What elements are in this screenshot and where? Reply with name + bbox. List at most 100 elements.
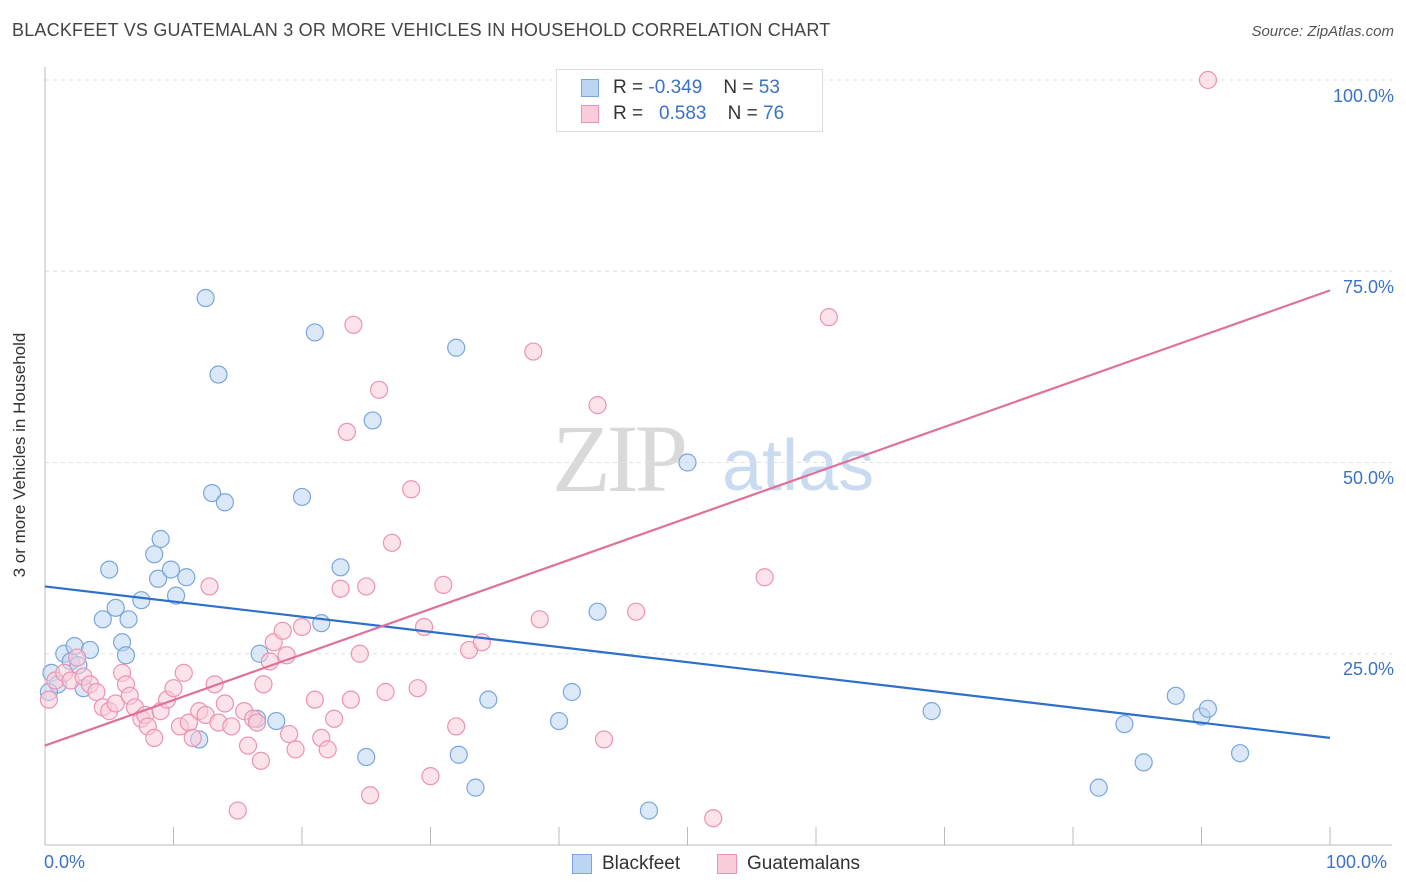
blackfeet-trend-line bbox=[44, 585, 1331, 739]
guatemalans-point bbox=[414, 617, 434, 637]
legend-n-value: 53 bbox=[758, 77, 780, 98]
guatemalans-point bbox=[357, 577, 376, 596]
guatemalans-point bbox=[228, 801, 247, 820]
guatemalans-point bbox=[106, 694, 125, 713]
blackfeet-point bbox=[145, 545, 164, 564]
blackfeet-point bbox=[357, 747, 376, 767]
guatemalans-point bbox=[819, 308, 838, 327]
blackfeet-point bbox=[588, 602, 607, 621]
guatemalans-point bbox=[350, 644, 369, 663]
blackfeet-point bbox=[209, 365, 228, 384]
guatemalans-point bbox=[434, 575, 453, 595]
guatemalans-point bbox=[238, 736, 258, 755]
guatemalans-point bbox=[530, 610, 549, 629]
guatemalans-point bbox=[280, 724, 299, 744]
guatemalans-point bbox=[251, 751, 270, 770]
legend-r-label: R = bbox=[613, 103, 644, 124]
guatemalans-point bbox=[254, 675, 273, 694]
y-axis-label: 3 or more Vehicles in Household bbox=[10, 332, 29, 578]
guatemalans-point bbox=[370, 380, 389, 399]
blackfeet-point bbox=[93, 610, 112, 629]
blackfeet-point bbox=[106, 598, 125, 617]
guatemalans-point bbox=[145, 728, 164, 748]
guatemalans-point bbox=[331, 579, 350, 598]
guatemalans-point bbox=[447, 717, 466, 736]
guatemalans-point bbox=[286, 740, 305, 759]
blackfeet-point bbox=[267, 711, 286, 731]
guatemalans-point bbox=[305, 690, 324, 709]
legend-n-value: 76 bbox=[763, 103, 785, 124]
legend-r-label: R = bbox=[613, 77, 644, 98]
guatemalans-point bbox=[588, 396, 607, 415]
bottom-legend-guatemalans: Guatemalans bbox=[717, 852, 860, 876]
blackfeet-point bbox=[116, 646, 136, 665]
guatemalans-point bbox=[215, 694, 234, 713]
y-tick-25: 25.0% bbox=[1342, 659, 1394, 679]
blackfeet-point bbox=[177, 568, 196, 587]
blackfeet-point bbox=[1166, 686, 1185, 705]
x-tick-0: 0.0% bbox=[44, 852, 86, 872]
blackfeet-point bbox=[549, 711, 569, 731]
blackfeet-point bbox=[151, 529, 170, 549]
y-tick-50: 50.0% bbox=[1342, 468, 1394, 488]
blackfeet-point bbox=[639, 801, 659, 820]
blackfeet-point bbox=[166, 586, 186, 605]
guatemalans-point bbox=[247, 713, 267, 732]
guatemalans-point bbox=[260, 652, 279, 671]
guatemalans-point bbox=[626, 602, 646, 621]
legend-row-blackfeet: R = -0.349 N = 53 bbox=[581, 76, 780, 100]
source-label: Source: ZipAtlas.com bbox=[1251, 23, 1394, 40]
blackfeet-point bbox=[331, 558, 350, 577]
y-tick-75: 75.0% bbox=[1342, 277, 1394, 297]
blackfeet-point bbox=[479, 690, 498, 709]
guatemalans-point bbox=[376, 682, 395, 702]
guatemalans-point bbox=[87, 682, 106, 702]
guatemalans-point bbox=[704, 809, 723, 828]
blackfeet-point bbox=[447, 338, 466, 357]
guatemalans-point bbox=[39, 690, 58, 709]
guatemalans-point bbox=[594, 730, 614, 749]
legend-swatch-guatemalans bbox=[581, 105, 599, 123]
blackfeet-point bbox=[1089, 778, 1108, 797]
guatemalans-point bbox=[344, 315, 363, 334]
stats-legend: R = -0.349 N = 53 R = 0.583 N = 76 bbox=[556, 69, 823, 132]
legend-n-label: N = bbox=[727, 103, 758, 124]
guatemalans-point bbox=[174, 663, 193, 682]
legend-swatch-blackfeet bbox=[581, 79, 599, 97]
legend-r-value: 0.583 bbox=[658, 103, 707, 124]
guatemalans-point bbox=[337, 422, 357, 441]
y-tick-100: 100.0% bbox=[1332, 86, 1394, 106]
guatemalans-point bbox=[183, 728, 202, 748]
guatemalans-point bbox=[318, 740, 337, 759]
blackfeet-point bbox=[466, 778, 485, 797]
guatemalans-trend-line bbox=[44, 289, 1331, 747]
blackfeet-point bbox=[132, 591, 151, 610]
blackfeet-point bbox=[1115, 715, 1134, 734]
bottom-legend-label: Blackfeet bbox=[602, 853, 681, 874]
blackfeet-point bbox=[100, 560, 119, 579]
guatemalans-point bbox=[755, 568, 774, 587]
blackfeet-point bbox=[1134, 753, 1153, 772]
x-tick-100: 100.0% bbox=[1326, 852, 1388, 872]
watermark-zip: ZIP bbox=[552, 405, 688, 512]
guatemalans-point bbox=[402, 480, 421, 499]
blackfeet-point bbox=[678, 453, 697, 472]
guatemalans-point bbox=[361, 786, 380, 805]
blackfeet-point bbox=[449, 745, 468, 764]
bottom-legend-label: Guatemalans bbox=[747, 853, 861, 874]
blackfeet-point bbox=[119, 610, 138, 629]
blackfeet-point bbox=[562, 682, 581, 702]
guatemalans-point bbox=[222, 717, 241, 736]
guatemalans-point bbox=[382, 533, 402, 552]
legend-n-label: N = bbox=[723, 77, 754, 98]
blackfeet-point bbox=[305, 323, 324, 342]
blackfeet-point bbox=[363, 411, 382, 430]
blackfeet-point bbox=[1198, 699, 1218, 718]
blackfeet-point bbox=[148, 569, 168, 588]
guatemalans-point bbox=[292, 617, 312, 637]
blackfeet-point bbox=[292, 487, 312, 507]
blackfeet-point bbox=[202, 484, 222, 503]
legend-row-guatemalans: R = 0.583 N = 76 bbox=[581, 102, 784, 126]
blackfeet-point bbox=[196, 288, 215, 308]
